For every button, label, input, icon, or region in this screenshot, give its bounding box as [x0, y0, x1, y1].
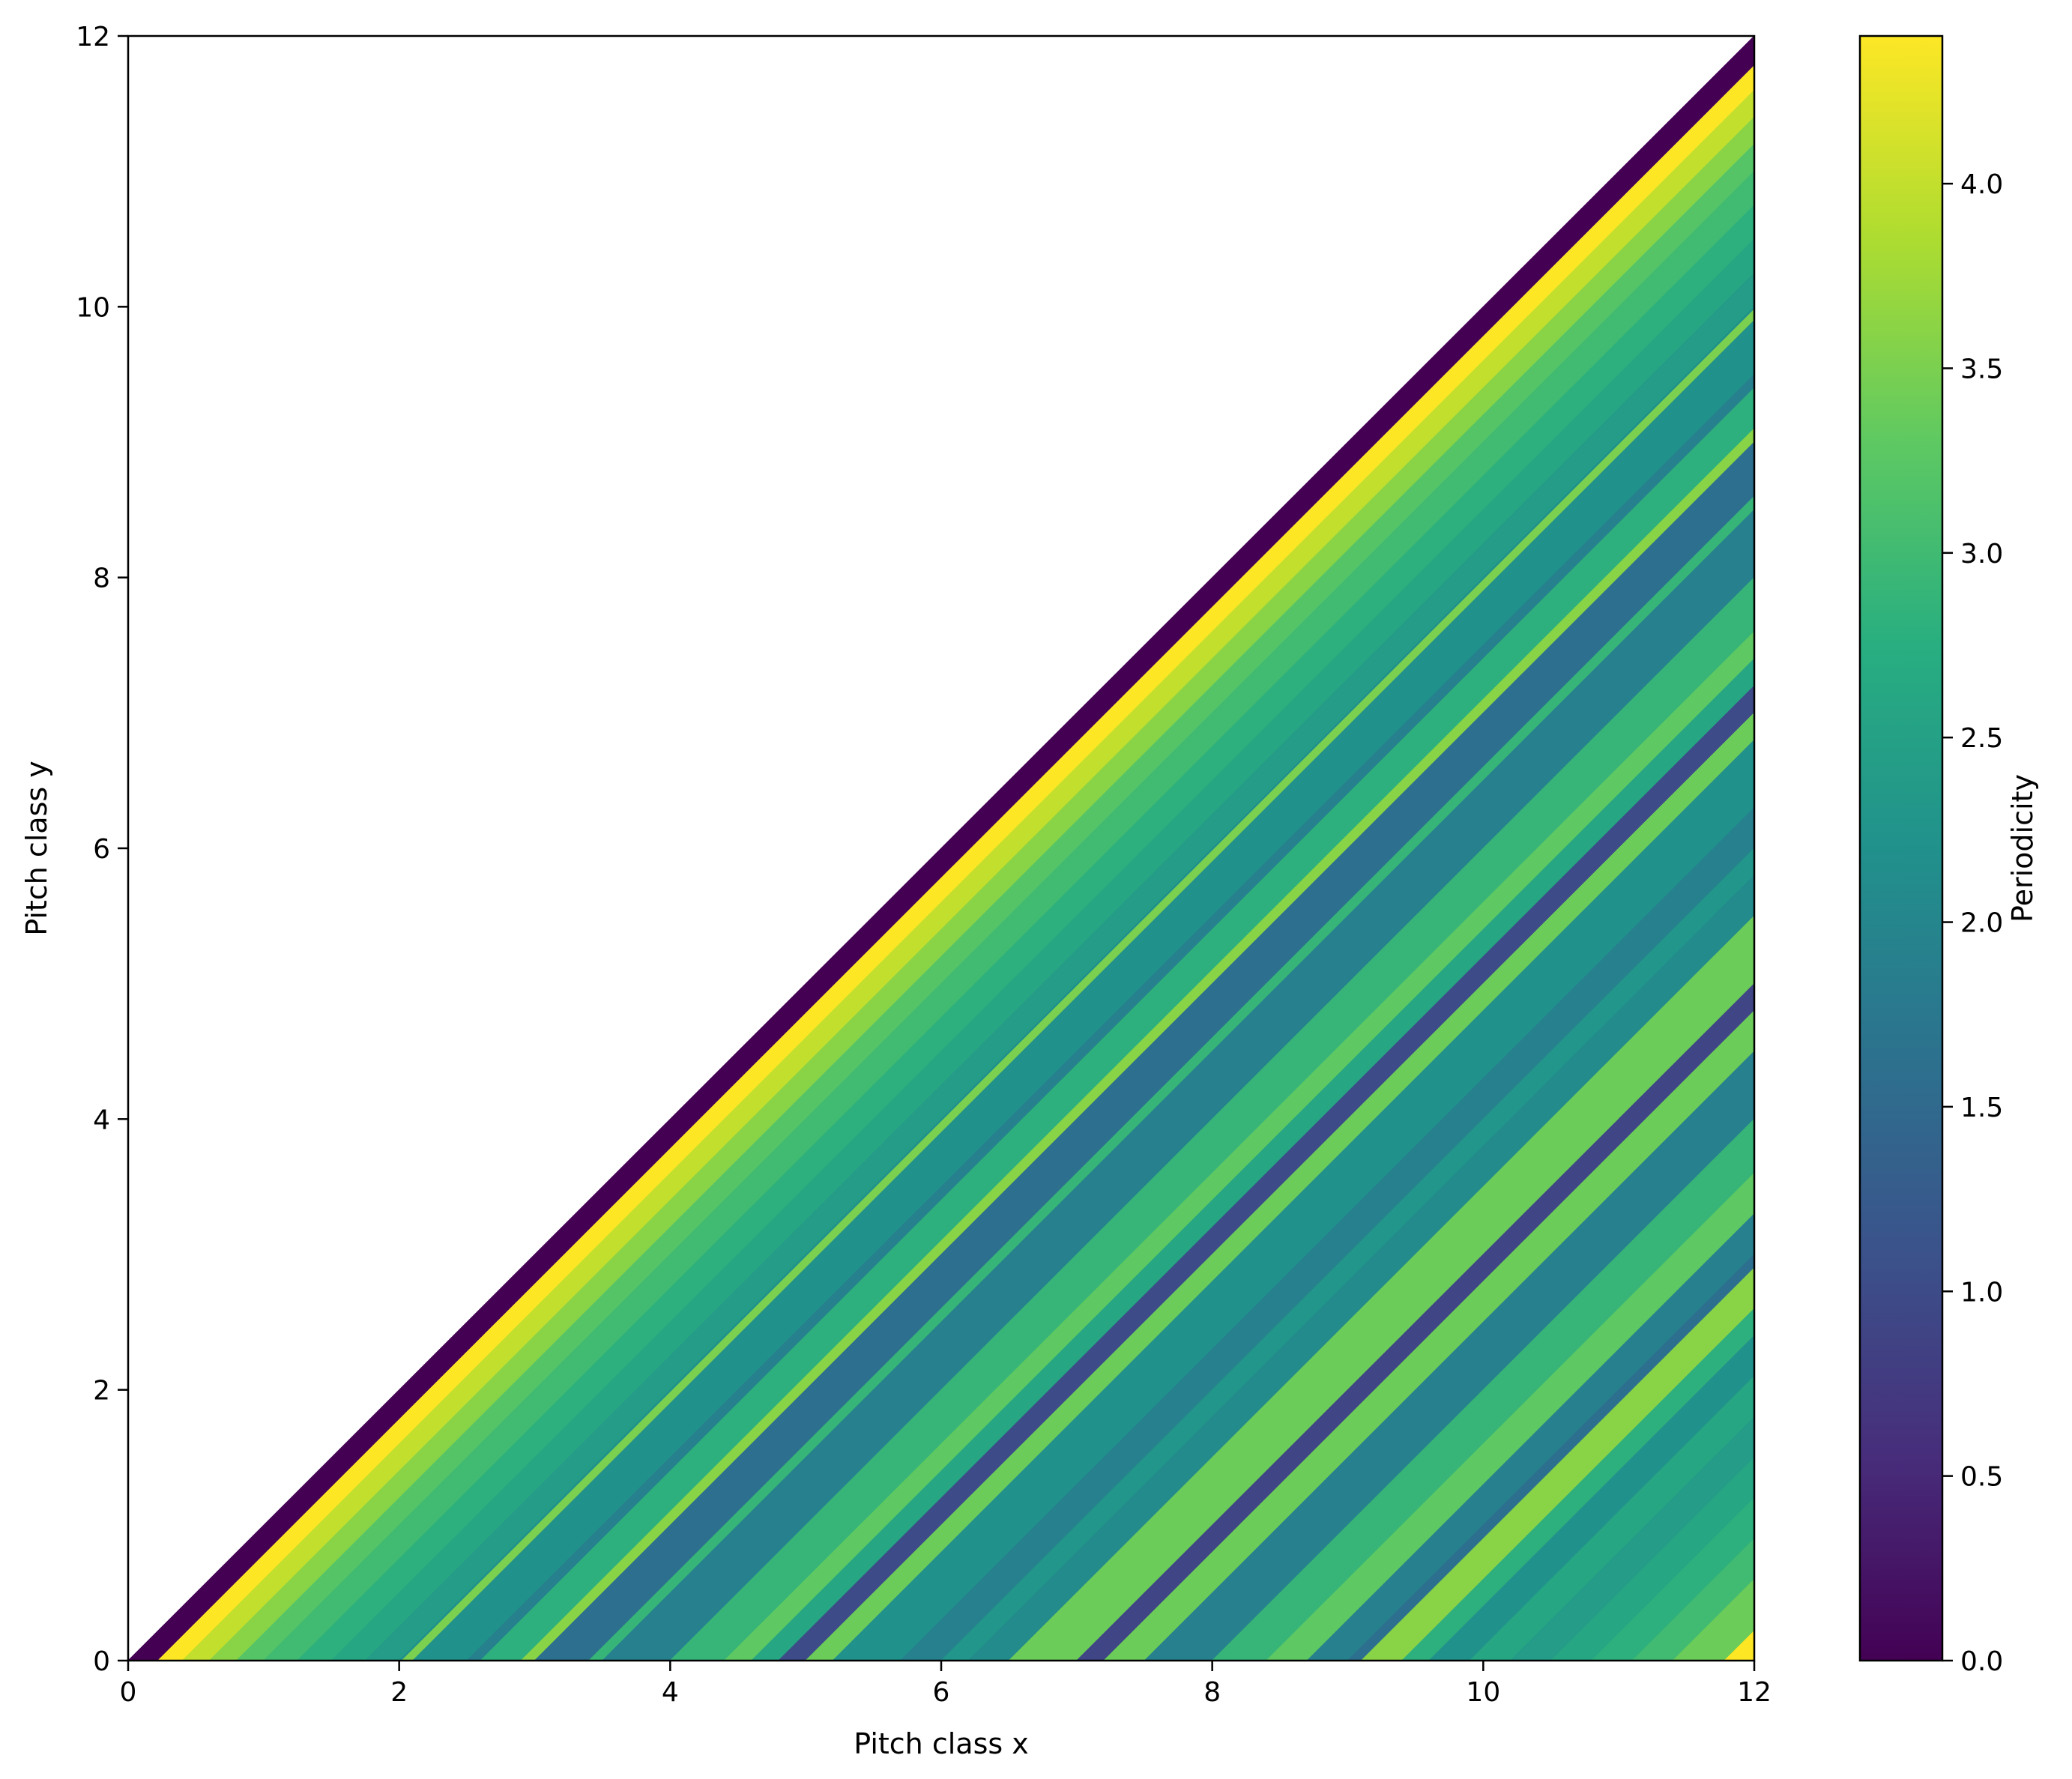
y-tick-label: 6 — [93, 834, 110, 865]
x-tick-label: 4 — [662, 1677, 679, 1708]
y-tick-label: 4 — [93, 1105, 110, 1135]
heatmap-band — [1428, 1335, 1754, 1661]
heatmap-band — [1509, 1416, 1754, 1661]
heatmap-band — [1266, 1172, 1754, 1661]
heatmap-band — [128, 36, 1754, 1661]
heatmap-band — [181, 89, 1754, 1661]
heatmap-band — [1306, 1213, 1754, 1661]
heatmap-band — [401, 309, 1754, 1661]
colorbar-label: Periodicity — [2006, 774, 2039, 922]
colorbar — [1858, 34, 1944, 1662]
y-axis-label: Pitch class y — [20, 761, 53, 936]
heatmap-band — [330, 238, 1754, 1661]
colorbar-tick-label: 1.5 — [1960, 1093, 2003, 1123]
colorbar-tick-label: 2.0 — [1960, 908, 2003, 939]
colorbar-tick-label: 3.5 — [1960, 354, 2003, 384]
colorbar-tick-label: 0.5 — [1960, 1462, 2003, 1493]
heatmap-band — [520, 428, 1754, 1661]
heatmap-band — [832, 739, 1754, 1661]
heatmap-band — [208, 116, 1754, 1661]
heatmap-band — [412, 319, 1754, 1661]
heatmap-bands — [128, 36, 1754, 1661]
y-tick-label: 10 — [76, 292, 110, 323]
colorbar-tick-label: 2.5 — [1960, 723, 2003, 754]
heatmap-band — [1144, 1051, 1754, 1661]
heatmap-band — [480, 387, 1754, 1661]
heatmap-band — [723, 631, 1754, 1661]
x-axis-ticks: 0 2 4 6 8 10 12 — [120, 1661, 1772, 1708]
heatmap-band — [1672, 1578, 1754, 1661]
y-axis-ticks: 0 2 4 6 8 10 12 — [76, 22, 128, 1677]
heatmap-band — [967, 875, 1754, 1661]
heatmap-band — [263, 170, 1754, 1661]
heatmap-band — [1103, 1010, 1754, 1661]
x-tick-label: 8 — [1203, 1677, 1221, 1708]
heatmap-band — [1550, 1457, 1754, 1661]
x-tick-label: 10 — [1466, 1677, 1500, 1708]
heatmap-band — [805, 712, 1754, 1661]
heatmap-band — [1211, 1118, 1754, 1661]
heatmap-band — [297, 205, 1754, 1661]
heatmap-band — [940, 848, 1754, 1661]
heatmap-band — [1631, 1538, 1754, 1661]
heatmap-band — [588, 495, 1754, 1661]
heatmap-band — [1469, 1375, 1754, 1661]
heatmap-band — [1401, 1308, 1754, 1661]
heatmap-band — [466, 373, 1754, 1661]
colorbar-tick-label: 3.0 — [1960, 539, 2003, 570]
y-tick-label: 0 — [93, 1646, 110, 1677]
x-tick-label: 6 — [933, 1677, 950, 1708]
y-tick-label: 12 — [76, 22, 110, 52]
heatmap-band — [1076, 982, 1754, 1661]
heatmap-band — [602, 509, 1754, 1661]
heatmap-band — [1724, 1630, 1754, 1661]
x-tick-label: 0 — [120, 1677, 137, 1708]
colorbar-ticks: 0.0 0.5 1.0 1.5 2.0 2.5 3.0 3.5 4.0 — [1942, 169, 2003, 1677]
heatmap-band — [398, 306, 1754, 1661]
y-tick-label: 2 — [93, 1376, 110, 1407]
heatmap-band — [1360, 1267, 1754, 1661]
colorbar-tick-label: 0.0 — [1960, 1646, 2003, 1677]
colorbar-tick-label: 1.0 — [1960, 1277, 2003, 1308]
x-tick-label: 12 — [1737, 1677, 1772, 1708]
heatmap-band — [900, 807, 1754, 1661]
x-tick-label: 2 — [390, 1677, 408, 1708]
heatmap-band — [534, 441, 1754, 1661]
heatmap-band — [157, 64, 1754, 1661]
heatmap-band — [235, 143, 1754, 1661]
x-axis-label: Pitch class x — [854, 1727, 1029, 1760]
colorbar-tick-label: 4.0 — [1960, 169, 2003, 200]
heatmap-band — [1591, 1497, 1754, 1661]
heatmap-band — [1008, 915, 1754, 1661]
heatmap-band — [1347, 1254, 1754, 1661]
heatmap-band — [364, 272, 1754, 1661]
heatmap-band — [669, 576, 1754, 1661]
heatmap-band — [778, 685, 1754, 1661]
y-tick-label: 8 — [93, 564, 110, 594]
heatmap-band — [751, 658, 1754, 1661]
